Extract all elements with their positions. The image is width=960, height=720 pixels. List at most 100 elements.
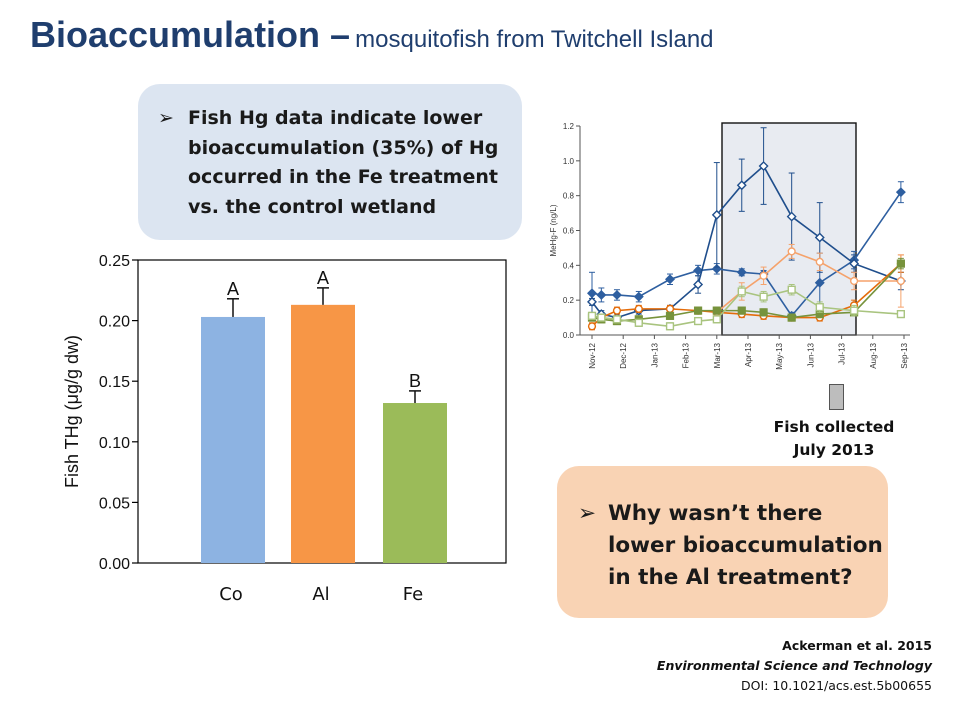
- citation-authors: Ackerman et al. 2015: [782, 638, 932, 653]
- line-point: [849, 276, 859, 286]
- line-point: [896, 259, 905, 268]
- line-point: [633, 291, 644, 302]
- line-point: [737, 287, 746, 296]
- line-point: [712, 306, 721, 315]
- line-x-tick-label: Apr-13: [744, 342, 753, 367]
- line-x-tick-label: Mar-13: [713, 342, 722, 368]
- citation-doi: DOI: 10.1021/acs.est.5b00655: [741, 678, 932, 693]
- line-x-tick-label: Feb-13: [682, 342, 691, 368]
- line-point: [634, 304, 643, 313]
- line-series-2: [591, 164, 902, 319]
- line-point: [815, 257, 824, 266]
- line-point: [759, 292, 768, 301]
- line-point: [596, 309, 607, 320]
- line-point: [693, 316, 703, 326]
- bar-y-tick-label: 0.05: [99, 495, 130, 512]
- callout-box-bottom: [557, 466, 888, 618]
- line-point: [665, 274, 675, 285]
- bar-y-tick-label: 0.20: [99, 314, 130, 331]
- line-point: [597, 315, 606, 324]
- line-point: [787, 313, 796, 322]
- line-point: [849, 308, 859, 317]
- line-point: [665, 311, 675, 320]
- line-x-tick-label: May-13: [775, 342, 784, 369]
- line-y-tick-label: 0.8: [563, 192, 575, 201]
- line-point: [587, 311, 597, 320]
- line-point: [758, 161, 769, 172]
- line-point: [693, 279, 704, 290]
- bar-co: [201, 316, 265, 563]
- line-point: [712, 308, 721, 317]
- line-x-tick-label: Jul-13: [838, 342, 847, 364]
- citation: Ackerman et al. 2015 Environmental Scien…: [657, 636, 932, 696]
- slide-subtitle: mosquitofish from Twitchell Island: [355, 26, 714, 53]
- bar-significance-letter: A: [227, 279, 239, 299]
- bar-y-tick-label: 0.10: [99, 435, 130, 452]
- line-point: [634, 318, 643, 327]
- line-point: [665, 322, 675, 331]
- line-point: [814, 232, 825, 243]
- fish-collection-marker: [829, 384, 844, 410]
- line-point: [814, 277, 825, 288]
- citation-journal: Environmental Science and Technology: [656, 658, 932, 673]
- bar-y-tick-label: 0.00: [99, 556, 130, 573]
- line-point: [693, 265, 704, 276]
- line-point: [759, 311, 768, 320]
- arrow-bullet-icon: ➢: [578, 501, 597, 526]
- line-point: [736, 267, 747, 278]
- line-point: [815, 303, 824, 312]
- line-y-tick-label: 0.0: [563, 331, 575, 340]
- line-point: [849, 258, 860, 269]
- fish-collection-note: Fish collected July 2013: [754, 416, 914, 462]
- callout-top: ➢ Fish Hg data indicate lower bioaccumul…: [158, 104, 518, 222]
- line-point: [786, 310, 797, 321]
- line-highlight-box: [721, 122, 857, 336]
- bar-y-tick-label: 0.25: [99, 253, 130, 270]
- line-point: [736, 180, 747, 191]
- line-point: [611, 312, 622, 323]
- line-point: [895, 187, 906, 198]
- line-series-4: [716, 250, 901, 313]
- line-point: [758, 269, 769, 280]
- line-point: [612, 316, 622, 326]
- bar-category-label: Al: [312, 584, 329, 605]
- line-point: [597, 313, 606, 322]
- line-point: [896, 276, 905, 286]
- line-point: [633, 305, 644, 316]
- line-y-tick-label: 1.2: [563, 122, 575, 131]
- callout-top-text: Fish Hg data indicate lower bioaccumulat…: [188, 107, 499, 218]
- bar-fe: [383, 403, 447, 563]
- bar-significance-letter: B: [409, 371, 421, 391]
- arrow-bullet-icon: ➢: [158, 107, 174, 129]
- line-series-3: [591, 262, 902, 327]
- line-x-tick-label: Jun-13: [806, 342, 815, 367]
- line-point: [737, 306, 746, 315]
- line-point: [712, 308, 721, 317]
- bar-y-axis-label: Fish THg (μg/g dw): [62, 335, 82, 488]
- line-point: [587, 288, 597, 299]
- line-y-tick-label: 0.2: [563, 296, 575, 305]
- line-point: [896, 310, 905, 319]
- callout-bottom: ➢ Why wasn’t there lower bioaccumulation…: [578, 498, 883, 594]
- line-x-tick-label: Aug-13: [869, 342, 878, 368]
- bar-plot-frame: [137, 259, 507, 564]
- bar-category-label: Fe: [403, 584, 423, 605]
- line-point: [737, 310, 746, 319]
- line-point: [597, 313, 606, 322]
- line-point: [587, 322, 597, 331]
- slide-title: Bioaccumulation –: [30, 14, 351, 55]
- bar-category-label: Co: [219, 584, 243, 605]
- line-point: [596, 289, 607, 300]
- fish-note-line2: July 2013: [793, 441, 875, 459]
- line-point: [611, 289, 622, 300]
- line-point: [737, 287, 746, 296]
- line-point: [849, 301, 859, 310]
- callout-box-top: [138, 84, 522, 240]
- line-point: [587, 313, 597, 322]
- line-x-tick-label: Jan-13: [650, 342, 659, 367]
- line-point: [786, 211, 797, 222]
- fish-note-line1: Fish collected: [773, 418, 895, 436]
- line-point: [711, 263, 722, 274]
- line-x-tick-label: Nov-12: [588, 342, 597, 368]
- line-y-tick-label: 0.4: [563, 261, 575, 270]
